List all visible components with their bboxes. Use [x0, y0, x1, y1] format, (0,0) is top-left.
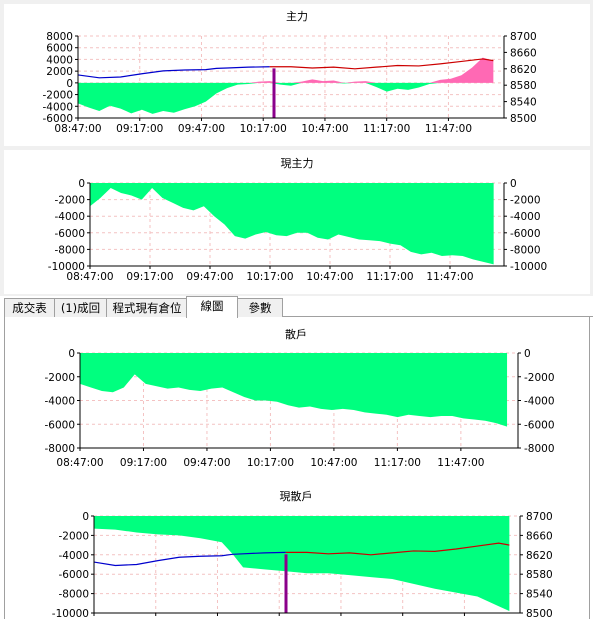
- x-tick-label: 10:17:00: [240, 123, 287, 135]
- x-tick-label: 10:47:00: [310, 457, 357, 469]
- y-right-tick-label: 8660: [510, 47, 537, 59]
- y-left-tick-label: -8000: [54, 244, 85, 256]
- y-right-tick-label: -8000: [524, 443, 555, 455]
- now-retail-chart: 0 -2000 -4000 -6000 -8000 -10000 8700 8660 8620 8…: [52, 511, 553, 619]
- y-right-tick-label: -4000: [510, 211, 541, 223]
- y-right-tick-label: -4000: [524, 396, 555, 408]
- y-right-tick-label: 8540: [510, 97, 537, 109]
- x-tick-label: 10:47:00: [306, 271, 353, 283]
- y-right-tick-label: -10000: [510, 261, 547, 273]
- y-right-tick-label: 8620: [526, 550, 553, 562]
- tab-bar: 成交表 (1)成回 程式現有倉位 線圖 參數: [4, 296, 593, 318]
- y-right-tick-label: -6000: [510, 228, 541, 240]
- price-line-red: [269, 58, 494, 70]
- y-right-tick-label: -2000: [510, 195, 541, 207]
- y-right-tick-label: 0: [524, 348, 531, 360]
- y-left-tick-label: -8000: [58, 589, 89, 601]
- area-negative: [94, 516, 510, 612]
- x-tick-label: 09:47:00: [178, 123, 225, 135]
- tab-line-chart[interactable]: 線圖: [186, 296, 238, 318]
- price-line-blue: [77, 66, 270, 79]
- y-left-tick-label: -6000: [54, 228, 85, 240]
- area-positive: [78, 57, 494, 83]
- y-left-tick-label: -6000: [58, 569, 89, 581]
- x-tick-label: 09:47:00: [186, 271, 233, 283]
- y-left-tick-label: 0: [82, 511, 89, 523]
- y-left-tick-label: -2000: [54, 195, 85, 207]
- y-left-tick-label: 8000: [46, 31, 73, 43]
- x-tick-label: 11:47:00: [426, 271, 473, 283]
- tab-divider: [4, 316, 593, 317]
- x-tick-label: 11:17:00: [366, 271, 413, 283]
- y-left-tick-label: -6000: [44, 419, 75, 431]
- x-tick-label: 11:17:00: [363, 123, 410, 135]
- x-tick-label: 09:47:00: [183, 457, 230, 469]
- now-main-force-panel: 現主力 0 -2000 -4000 -6000 -8000 -10000 0 -2000 -40…: [4, 150, 590, 294]
- x-tick-label: 10:17:00: [247, 457, 294, 469]
- main-force-panel: 主力 8000 6000 4000 2000 0 -2000 -4000 -6000 8700 8…: [4, 4, 590, 146]
- area-negative: [80, 353, 508, 427]
- y-left-tick-label: -2000: [44, 372, 75, 384]
- y-right-tick-label: 8540: [526, 589, 553, 601]
- price-line-red: [285, 542, 510, 556]
- y-left-tick-label: -10000: [52, 608, 89, 619]
- x-tick-label: 10:17:00: [246, 271, 293, 283]
- y-left-tick-label: 0: [78, 178, 85, 190]
- y-right-tick-label: 0: [510, 178, 517, 190]
- y-left-tick-label: -4000: [54, 211, 85, 223]
- chart-title: 現散戶: [279, 490, 313, 503]
- y-right-tick-label: 8620: [510, 64, 537, 76]
- area-negative: [90, 183, 494, 265]
- x-tick-label: 09:17:00: [116, 123, 163, 135]
- x-tick-label: 11:47:00: [437, 457, 484, 469]
- y-left-tick-label: 6000: [46, 43, 73, 55]
- y-left-tick-label: 2000: [46, 66, 73, 78]
- retail-panel: 散戶 0 -2000 -4000 -6000 -8000 0 -2000 -4000 -6000…: [6, 320, 586, 470]
- chart-title: 散戶: [285, 328, 307, 341]
- y-left-tick-label: -2000: [58, 530, 89, 542]
- y-left-tick-label: -10000: [48, 261, 85, 273]
- y-right-tick-label: -2000: [524, 372, 555, 384]
- x-tick-label: 09:17:00: [126, 271, 173, 283]
- tab-content-frame: [4, 317, 590, 619]
- x-tick-label: 09:17:00: [120, 457, 167, 469]
- y-right-tick-label: 8580: [526, 569, 553, 581]
- y-left-tick-label: -4000: [44, 396, 75, 408]
- now-main-force-chart: 0 -2000 -4000 -6000 -8000 -10000 0 -2000 -4000 -6…: [48, 178, 547, 283]
- y-right-tick-label: -8000: [510, 244, 541, 256]
- x-tick-label: 08:47:00: [54, 123, 101, 135]
- y-left-tick-label: 0: [68, 348, 75, 360]
- chart-title: 主力: [286, 10, 308, 23]
- price-line-blue: [93, 551, 286, 567]
- x-tick-label: 10:47:00: [301, 123, 348, 135]
- y-left-tick-label: 0: [66, 78, 73, 90]
- y-right-tick-label: 8660: [526, 530, 553, 542]
- now-retail-panel: 現散戶 0 -2000 -4000 -6000 -8000 -10000 8700 8660 8…: [6, 482, 586, 619]
- tab-fills[interactable]: (1)成回: [54, 298, 107, 317]
- y-right-tick-label: 8580: [510, 80, 537, 92]
- y-left-tick-label: -8000: [44, 443, 75, 455]
- y-right-tick-label: 8700: [510, 31, 537, 43]
- y-right-tick-label: 8700: [526, 511, 553, 523]
- x-tick-label: 11:47:00: [425, 123, 472, 135]
- tab-program-positions[interactable]: 程式現有倉位: [106, 298, 188, 317]
- chart-title: 現主力: [280, 157, 314, 170]
- area-negative: [78, 82, 494, 114]
- y-right-tick-label: -6000: [524, 419, 555, 431]
- y-left-tick-label: -2000: [42, 90, 73, 102]
- y-left-tick-label: -4000: [58, 550, 89, 562]
- y-right-tick-label: 8500: [510, 113, 537, 125]
- tab-trades[interactable]: 成交表: [4, 298, 55, 317]
- y-left-tick-label: -4000: [42, 101, 73, 113]
- x-tick-label: 08:47:00: [56, 457, 103, 469]
- x-tick-label: 11:17:00: [374, 457, 421, 469]
- tab-parameters[interactable]: 參數: [237, 298, 283, 317]
- y-left-tick-label: -6000: [42, 113, 73, 125]
- x-tick-label: 08:47:00: [66, 271, 113, 283]
- retail-chart: 0 -2000 -4000 -6000 -8000 0 -2000 -4000 -6000 -80…: [44, 348, 555, 469]
- y-right-tick-label: 8500: [526, 608, 553, 619]
- y-left-tick-label: 4000: [46, 54, 73, 66]
